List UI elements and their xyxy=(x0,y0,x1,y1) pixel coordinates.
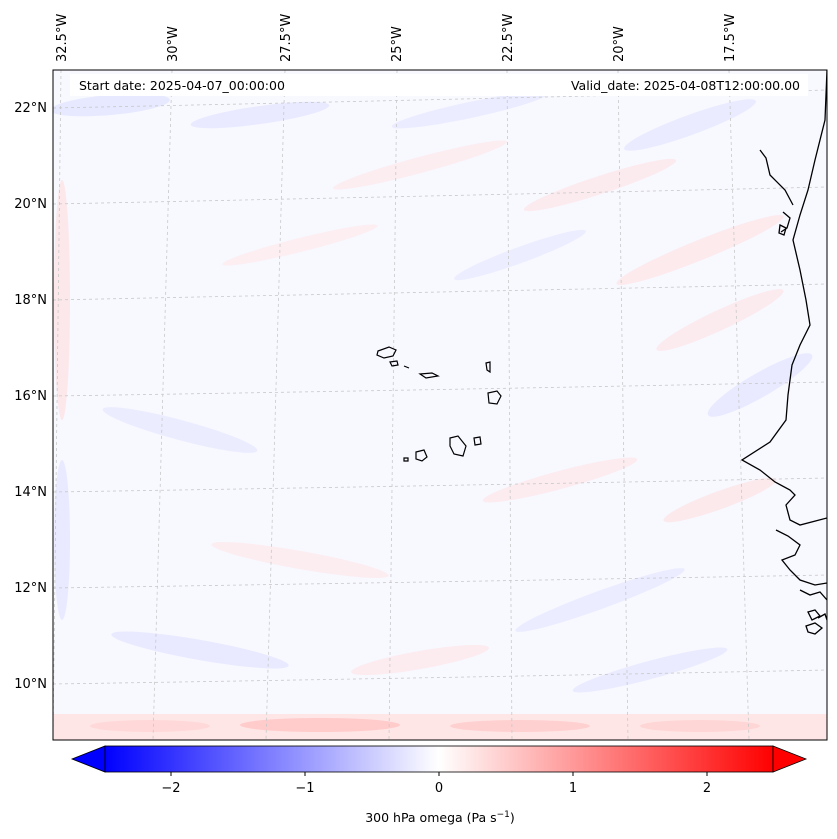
colorbar: −2 −1 0 1 2 300 hPa omega (Pa s−1) xyxy=(70,745,808,825)
omega-field xyxy=(53,70,827,740)
lat-tick-label: 12°N xyxy=(14,581,47,596)
lon-tick-label: 22.5°W xyxy=(501,14,516,62)
colorbar-tick-label: −1 xyxy=(295,781,314,796)
start-date-text: Start date: 2025-04-07_00:00:00 xyxy=(79,78,285,93)
lat-tick-label: 14°N xyxy=(14,485,47,500)
lat-tick-label: 22°N xyxy=(14,101,47,116)
colorbar-label-close: ) xyxy=(510,810,515,825)
colorbar-label-exponent: −1 xyxy=(497,810,510,820)
colorbar-tick-label: 0 xyxy=(435,781,443,796)
lon-tick-label: 25°W xyxy=(390,26,405,62)
lon-tick-labels: 32.5°W 30°W 27.5°W 25°W 22.5°W 20°W 17.5… xyxy=(55,14,738,62)
lat-tick-label: 16°N xyxy=(14,389,47,404)
lon-tick-label: 30°W xyxy=(166,26,181,62)
colorbar-tick-label: −2 xyxy=(161,781,180,796)
lon-tick-label: 20°W xyxy=(612,26,627,62)
colorbar-tick-label: 2 xyxy=(703,781,711,796)
lat-tick-label: 20°N xyxy=(14,197,47,212)
valid-date-text: Valid_date: 2025-04-08T12:00:00.00 xyxy=(571,78,800,93)
lat-tick-labels: 22°N 20°N 18°N 16°N 14°N 12°N 10°N xyxy=(14,101,47,692)
colorbar-label: 300 hPa omega (Pa s−1) xyxy=(365,810,515,825)
african-coastline xyxy=(740,70,827,635)
map-panel xyxy=(52,69,828,741)
gridlines xyxy=(53,70,827,740)
lat-tick-label: 18°N xyxy=(14,293,47,308)
colorbar-tick-label: 1 xyxy=(569,781,577,796)
lon-tick-label: 27.5°W xyxy=(279,14,294,62)
cape-verde-islands xyxy=(376,346,502,462)
lon-tick-label: 32.5°W xyxy=(55,14,70,62)
colorbar-extend-max xyxy=(772,745,808,773)
colorbar-extend-min xyxy=(70,745,106,773)
lat-tick-label: 10°N xyxy=(14,677,47,692)
lon-tick-label: 17.5°W xyxy=(723,14,738,62)
colorbar-label-main: 300 hPa omega (Pa s xyxy=(365,810,496,825)
colorbar-bar xyxy=(104,745,774,773)
